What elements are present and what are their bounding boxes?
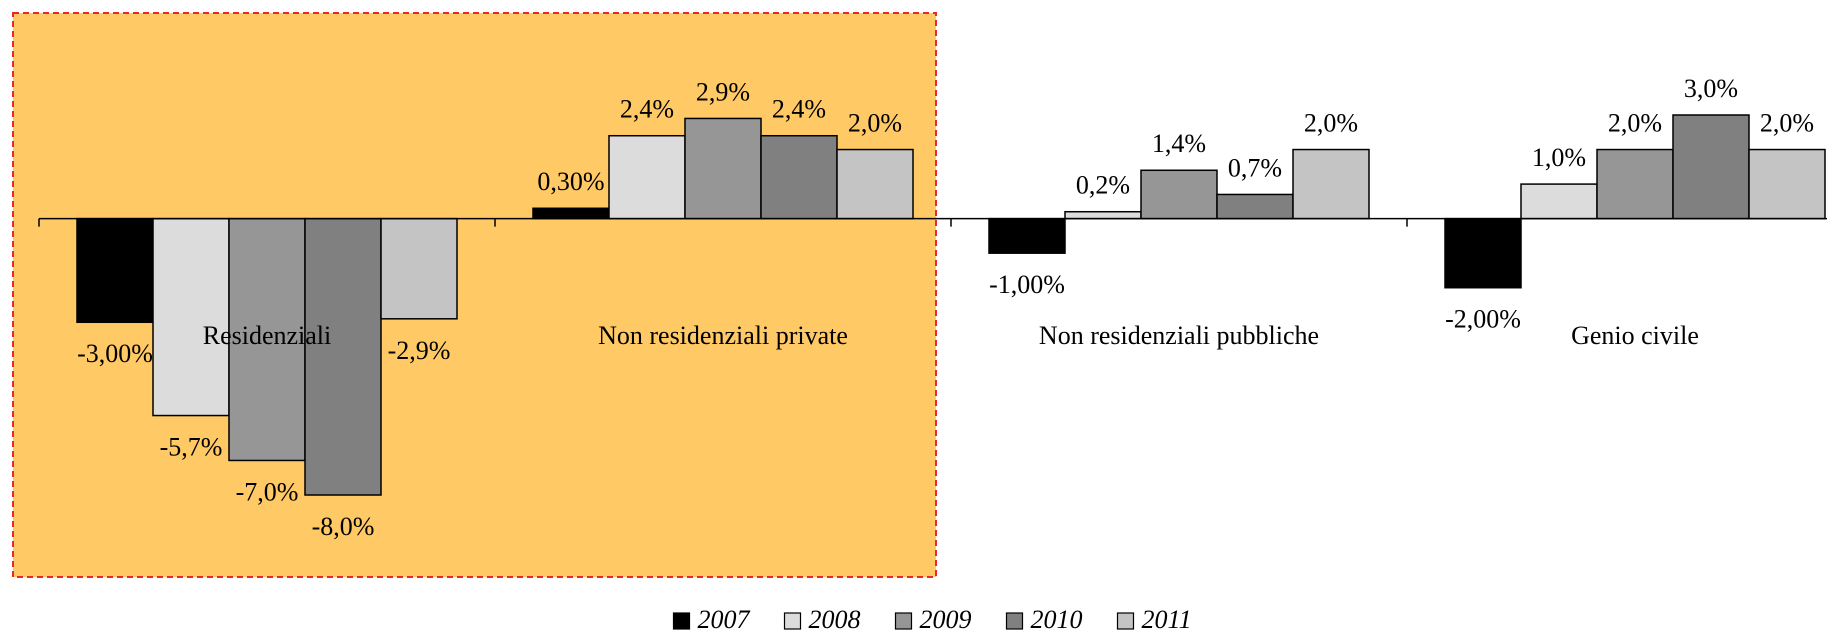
value-label: 2,0%	[1760, 109, 1814, 138]
bar	[684, 117, 762, 220]
value-label: 2,4%	[772, 95, 826, 124]
value-label: -2,9%	[388, 336, 451, 365]
bar	[1216, 193, 1294, 220]
value-label: 2,0%	[848, 109, 902, 138]
bar	[1596, 148, 1674, 220]
bar	[836, 148, 914, 220]
legend-swatch	[1116, 612, 1135, 630]
legend-label: 2009	[920, 605, 972, 634]
category-label: Residenziali	[203, 321, 332, 350]
value-label: 0,7%	[1228, 153, 1282, 182]
value-label: 2,0%	[1304, 109, 1358, 138]
category-label: Genio civile	[1571, 321, 1699, 350]
legend-label: 2011	[1142, 605, 1192, 634]
bar	[1064, 210, 1142, 220]
bar	[380, 217, 458, 320]
bar	[152, 217, 230, 417]
bar	[1520, 183, 1598, 220]
value-label: 1,4%	[1152, 129, 1206, 158]
value-label: 2,9%	[696, 77, 750, 106]
bar	[1444, 217, 1522, 289]
bar	[228, 217, 306, 462]
value-label: -5,7%	[160, 433, 223, 462]
bar	[1672, 114, 1750, 220]
value-label: 0,2%	[1076, 171, 1130, 200]
bar	[1748, 148, 1826, 220]
bar	[760, 134, 838, 220]
legend-label: 2007	[698, 605, 751, 634]
category-label: Non residenziali pubbliche	[1039, 321, 1319, 350]
legend-label: 2008	[809, 605, 861, 634]
value-label: 2,0%	[1608, 109, 1662, 138]
legend-swatch	[672, 612, 691, 630]
value-label: -7,0%	[236, 477, 299, 506]
value-label: 3,0%	[1684, 74, 1738, 103]
bar	[1140, 169, 1218, 220]
value-label: -1,00%	[989, 270, 1065, 299]
bar	[1292, 148, 1370, 220]
bar	[608, 134, 686, 220]
value-label: 0,30%	[537, 167, 604, 196]
legend-swatch	[894, 612, 913, 630]
value-label: -2,00%	[1445, 305, 1521, 334]
bar	[76, 217, 154, 324]
value-label: 1,0%	[1532, 143, 1586, 172]
value-label: -3,00%	[77, 339, 153, 368]
bar	[988, 217, 1066, 254]
bar	[304, 217, 382, 496]
legend-swatch	[1005, 612, 1024, 630]
category-label: Non residenziali private	[598, 321, 848, 350]
value-label: -8,0%	[312, 512, 375, 541]
legend-swatch	[783, 612, 802, 630]
value-label: 2,4%	[620, 95, 674, 124]
legend-label: 2010	[1031, 605, 1083, 634]
bar	[532, 207, 610, 220]
